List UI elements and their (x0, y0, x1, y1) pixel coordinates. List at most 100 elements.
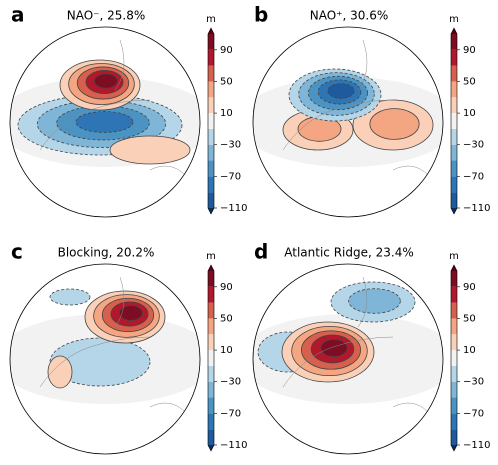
panel: b NAO⁺, 30.6% m 90 50 10 −30 −70 −110 (252, 3, 490, 218)
coastline (282, 276, 429, 413)
colorbar-over (208, 28, 214, 34)
map (253, 39, 443, 176)
globe-outline (252, 263, 444, 455)
colorbar-band (451, 65, 457, 82)
colorbar-band (451, 302, 457, 319)
panel-label: c (11, 240, 23, 264)
panel-title: NAO⁺, 30.6% (310, 9, 389, 23)
contour (327, 83, 355, 99)
contour (109, 135, 191, 165)
colorbar-band (208, 160, 214, 177)
colorbar-band (208, 286, 214, 303)
contour (320, 339, 348, 357)
colorbar-band (208, 49, 214, 66)
colorbar-band (208, 271, 214, 287)
colorbar-over (451, 265, 457, 271)
colorbar-tick-label: 50 (220, 313, 233, 324)
contour (348, 288, 401, 314)
colorbar-band (451, 318, 457, 335)
colorbar-band (208, 176, 214, 193)
colorbar-band (208, 192, 214, 208)
colorbar-band (451, 381, 457, 398)
panel-label: d (254, 240, 268, 264)
panel-title: Atlantic Ridge, 23.4% (284, 246, 414, 260)
contour (47, 355, 73, 389)
colorbar-band (208, 113, 214, 129)
colorbar-band (208, 97, 214, 114)
colorbar-unit: m (449, 14, 459, 25)
colorbar-band (451, 413, 457, 430)
colorbar-band (208, 65, 214, 82)
panel: a NAO⁻, 25.8% m 90 50 10 −30 −70 −110 (9, 3, 247, 218)
colorbar-under (451, 208, 457, 214)
colorbar-tick-label: 90 (220, 282, 233, 293)
colorbar-band (208, 318, 214, 335)
colorbar-band (451, 160, 457, 177)
colorbar-tick-label: −110 (220, 203, 247, 214)
colorbar-tick-label: 90 (463, 282, 476, 293)
panel-title: Blocking, 20.2% (58, 246, 155, 260)
colorbar-tick-label: 90 (220, 45, 233, 56)
colorbar-band (451, 397, 457, 414)
contour (49, 288, 91, 306)
colorbar-band (208, 334, 214, 351)
map (253, 276, 443, 413)
colorbar-tick-label: 50 (463, 313, 476, 324)
colorbar-band (208, 81, 214, 98)
colorbar-band (451, 128, 457, 145)
colorbar-unit: m (449, 251, 459, 262)
colorbar-band (451, 429, 457, 445)
colorbar-unit: m (206, 251, 216, 262)
colorbar-band (208, 429, 214, 445)
colorbar-band (208, 302, 214, 319)
panel-label: a (11, 3, 25, 27)
colorbar-tick-label: −70 (220, 171, 241, 182)
contour (119, 305, 143, 321)
colorbar-band (451, 365, 457, 382)
colorbar-tick-label: 50 (220, 76, 233, 87)
panel-label: b (254, 3, 268, 27)
colorbar-tick-label: 50 (463, 76, 476, 87)
map (10, 276, 200, 413)
colorbar-tick-label: −70 (463, 171, 484, 182)
colorbar-band (208, 144, 214, 161)
colorbar-tick-label: 10 (463, 108, 476, 119)
colorbar-band (451, 144, 457, 161)
colorbar-tick-label: −30 (463, 140, 484, 151)
colorbar-tick-label: 90 (463, 45, 476, 56)
colorbar-tick-label: −110 (220, 440, 247, 451)
colorbar-band (451, 113, 457, 129)
colorbar-band (451, 271, 457, 287)
colorbar-under (208, 445, 214, 451)
colorbar-band (451, 81, 457, 98)
contour (369, 108, 420, 140)
colorbar-over (451, 28, 457, 34)
colorbar-band (208, 381, 214, 398)
colorbar-under (208, 208, 214, 214)
colorbar-band (208, 413, 214, 430)
coastline (282, 39, 429, 176)
colorbar-tick-label: 10 (220, 108, 233, 119)
colorbar-band (451, 176, 457, 193)
colorbar-tick-label: −110 (463, 440, 490, 451)
colorbar-band (451, 192, 457, 208)
contour (94, 73, 118, 89)
panel: d Atlantic Ridge, 23.4% m 90 50 10 −30 −70 −110 (252, 240, 490, 455)
colorbar-band (208, 397, 214, 414)
colorbar-band (451, 334, 457, 351)
colorbar-band (208, 34, 214, 50)
colorbar-band (451, 286, 457, 303)
colorbar-band (451, 34, 457, 50)
colorbar-tick-label: 10 (463, 345, 476, 356)
contour (75, 111, 134, 133)
colorbar-tick-label: 10 (220, 345, 233, 356)
colorbar-under (451, 445, 457, 451)
colorbar-band (208, 365, 214, 382)
colorbar-band (208, 350, 214, 366)
colorbar-band (451, 350, 457, 366)
colorbar-tick-label: −30 (463, 377, 484, 388)
globe-outline (252, 26, 444, 218)
colorbar-unit: m (206, 14, 216, 25)
colorbar-tick-label: −110 (463, 203, 490, 214)
